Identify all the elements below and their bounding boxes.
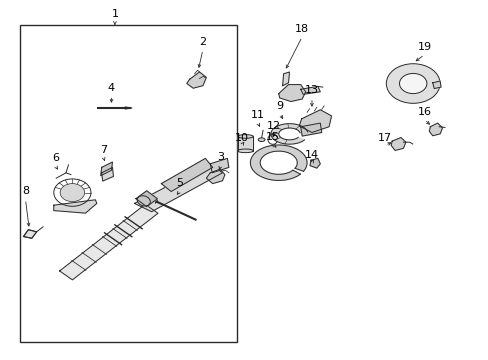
Polygon shape (102, 167, 113, 181)
Text: 17: 17 (378, 132, 391, 143)
Text: 11: 11 (250, 109, 264, 120)
Circle shape (399, 73, 426, 94)
Polygon shape (206, 169, 224, 184)
Text: 7: 7 (100, 145, 107, 155)
Text: 12: 12 (266, 121, 280, 131)
Polygon shape (136, 191, 157, 207)
Polygon shape (23, 230, 37, 238)
Text: 16: 16 (417, 107, 430, 117)
Polygon shape (237, 136, 253, 151)
Polygon shape (60, 204, 158, 280)
Ellipse shape (237, 149, 253, 153)
Polygon shape (250, 145, 306, 180)
Polygon shape (134, 164, 222, 212)
Text: 4: 4 (108, 82, 115, 93)
Polygon shape (278, 85, 305, 102)
Text: 9: 9 (276, 100, 283, 111)
Text: 2: 2 (199, 37, 206, 47)
Ellipse shape (137, 196, 150, 206)
Polygon shape (432, 81, 440, 89)
Text: 19: 19 (417, 42, 430, 52)
Polygon shape (390, 138, 405, 150)
Polygon shape (101, 162, 112, 176)
Polygon shape (300, 86, 320, 94)
Polygon shape (54, 200, 97, 213)
Circle shape (60, 184, 84, 202)
Polygon shape (270, 124, 307, 144)
Polygon shape (309, 158, 320, 168)
Polygon shape (428, 123, 442, 136)
Polygon shape (300, 123, 321, 136)
Text: 10: 10 (234, 132, 248, 143)
Ellipse shape (258, 138, 264, 141)
Text: 18: 18 (295, 24, 308, 34)
Text: 5: 5 (176, 178, 183, 188)
Polygon shape (299, 110, 331, 132)
Polygon shape (186, 72, 206, 88)
Ellipse shape (237, 135, 253, 138)
Text: 13: 13 (305, 85, 318, 95)
Text: 6: 6 (52, 153, 59, 163)
Circle shape (386, 64, 439, 103)
Text: 15: 15 (265, 132, 279, 142)
Polygon shape (161, 158, 212, 192)
Bar (20, 25, 237, 342)
Polygon shape (282, 72, 289, 86)
Text: 8: 8 (22, 186, 29, 196)
Text: 1: 1 (111, 9, 118, 19)
Text: 14: 14 (305, 150, 318, 160)
Text: 3: 3 (217, 152, 224, 162)
Polygon shape (210, 158, 228, 173)
